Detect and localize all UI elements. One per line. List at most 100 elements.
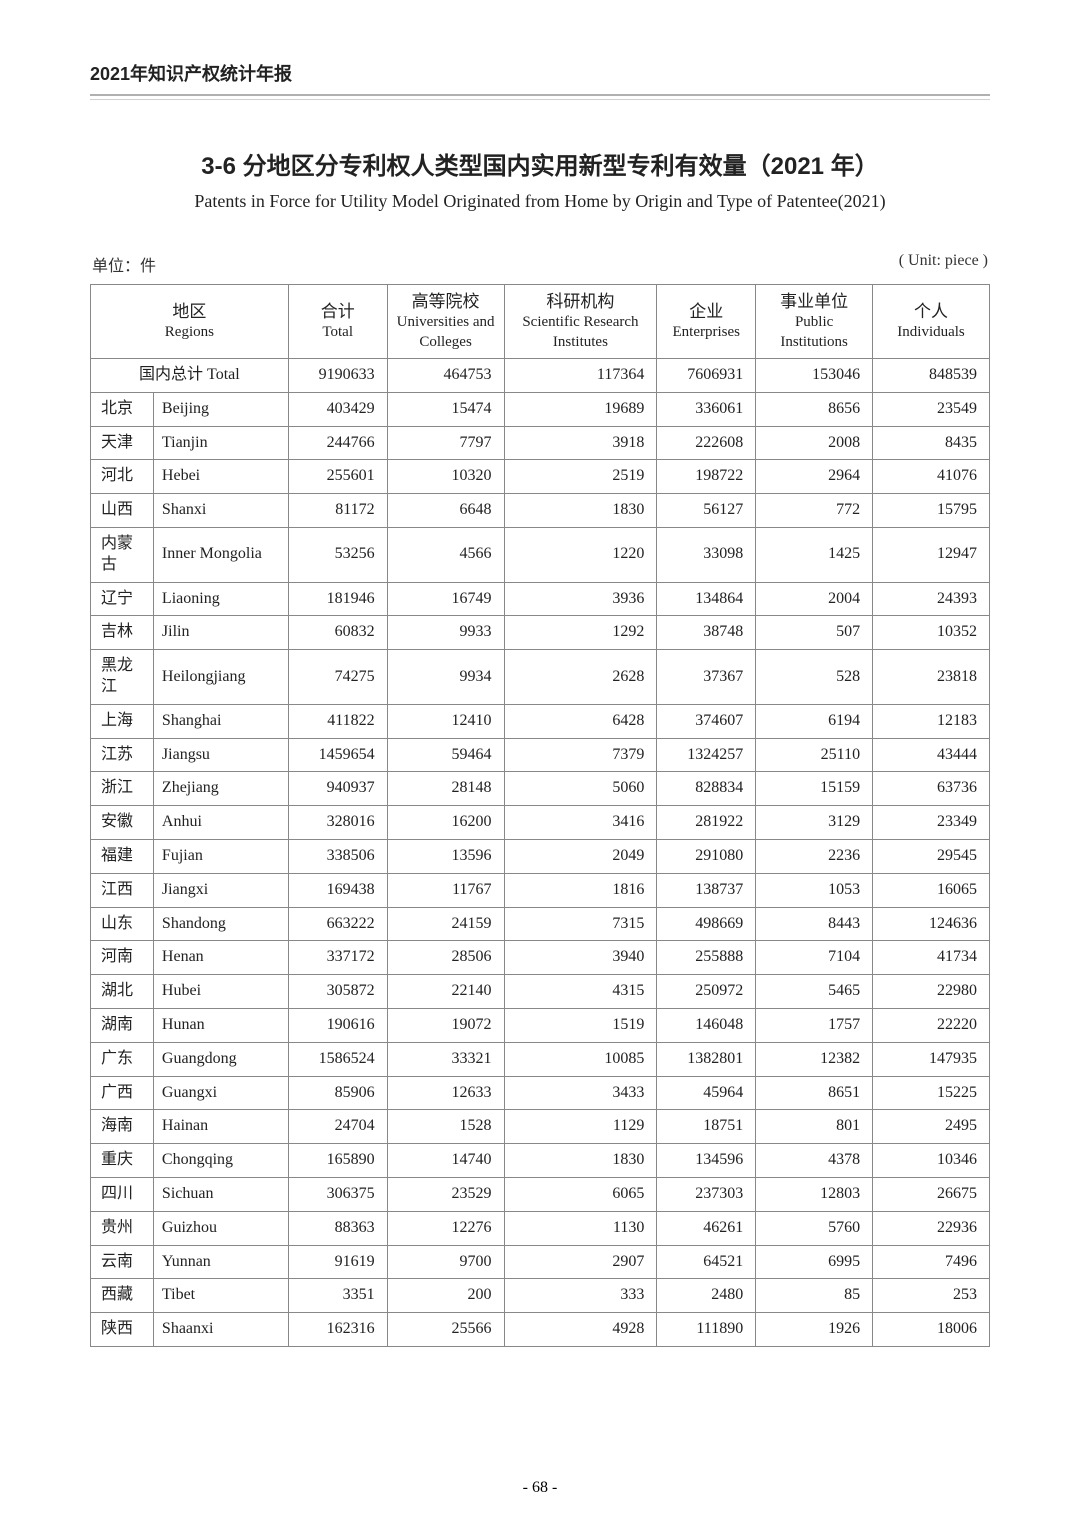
cell-ind: 147935: [873, 1042, 990, 1076]
table-row: 黑龙江Heilongjiang7427599342628373675282381…: [91, 650, 990, 705]
cell-ent: 291080: [657, 840, 756, 874]
cell-inst: 19689: [504, 392, 657, 426]
region-cn: 吉林: [91, 616, 154, 650]
cell-total: 1586524: [288, 1042, 387, 1076]
cell-ind: 10352: [873, 616, 990, 650]
table-row: 河南Henan337172285063940255888710441734: [91, 941, 990, 975]
col-ent-cn: 企业: [665, 301, 747, 323]
cell-ind: 12947: [873, 528, 990, 583]
cell-inst: 333: [504, 1279, 657, 1313]
table-row: 天津Tianjin2447667797391822260820088435: [91, 426, 990, 460]
col-univ-en: Universities and Colleges: [396, 313, 496, 352]
region-cn: 内蒙古: [91, 528, 154, 583]
cell-inst: 1129: [504, 1110, 657, 1144]
col-region-en: Regions: [99, 323, 280, 343]
region-cn: 上海: [91, 704, 154, 738]
col-total-cn: 合计: [297, 301, 379, 323]
region-en: Liaoning: [153, 582, 288, 616]
cell-pub: 1757: [756, 1009, 873, 1043]
cell-total: 338506: [288, 840, 387, 874]
region-en: Jilin: [153, 616, 288, 650]
cell-inst: 2907: [504, 1245, 657, 1279]
cell-pub: 25110: [756, 738, 873, 772]
table-row: 江西Jiangxi169438117671816138737105316065: [91, 873, 990, 907]
table-row: 北京Beijing4034291547419689336061865623549: [91, 392, 990, 426]
cell-ent: 255888: [657, 941, 756, 975]
cell-inst: 1220: [504, 528, 657, 583]
cell-total: 88363: [288, 1211, 387, 1245]
region-en: Tianjin: [153, 426, 288, 460]
cell-total: 3351: [288, 1279, 387, 1313]
cell-pub: 4378: [756, 1144, 873, 1178]
cell-total: 24704: [288, 1110, 387, 1144]
table-row: 重庆Chongqing16589014740183013459643781034…: [91, 1144, 990, 1178]
cell-ent: 134864: [657, 582, 756, 616]
cell-univ: 12633: [387, 1076, 504, 1110]
cell-univ: 24159: [387, 907, 504, 941]
region-en: Heilongjiang: [153, 650, 288, 705]
cell-pub: 7104: [756, 941, 873, 975]
cell-inst: 7315: [504, 907, 657, 941]
region-en: Hunan: [153, 1009, 288, 1043]
table-row: 内蒙古Inner Mongolia53256456612203309814251…: [91, 528, 990, 583]
region-cn: 陕西: [91, 1313, 154, 1347]
table-row: 湖南Hunan190616190721519146048175722220: [91, 1009, 990, 1043]
col-pub-cn: 事业单位: [764, 291, 864, 313]
table-head: 地区 Regions 合计 Total 高等院校 Universities an…: [91, 285, 990, 359]
cell-total: 306375: [288, 1178, 387, 1212]
cell-total: 165890: [288, 1144, 387, 1178]
col-pub-en: Public Institutions: [764, 313, 864, 352]
cell-pub: 6194: [756, 704, 873, 738]
cell-total: 81172: [288, 494, 387, 528]
cell-pub: 2964: [756, 460, 873, 494]
cell-ind: 41076: [873, 460, 990, 494]
table-row: 安徽Anhui328016162003416281922312923349: [91, 806, 990, 840]
col-inst: 科研机构 Scientific Research Institutes: [504, 285, 657, 359]
table-row: 福建Fujian338506135962049291080223629545: [91, 840, 990, 874]
region-en: Anhui: [153, 806, 288, 840]
cell-pub: 507: [756, 616, 873, 650]
cell-total: 1459654: [288, 738, 387, 772]
cell-ent: 146048: [657, 1009, 756, 1043]
cell-pub: 5760: [756, 1211, 873, 1245]
cell-pub: 1425: [756, 528, 873, 583]
cell-ent: 250972: [657, 975, 756, 1009]
cell-ind: 18006: [873, 1313, 990, 1347]
table-body: 国内总计 Total919063346475311736476069311530…: [91, 359, 990, 1347]
cell-pub: 1926: [756, 1313, 873, 1347]
cell-ind: 12183: [873, 704, 990, 738]
col-inst-en: Scientific Research Institutes: [513, 313, 649, 352]
region-en: Shandong: [153, 907, 288, 941]
cell-ent: 2480: [657, 1279, 756, 1313]
region-cn: 重庆: [91, 1144, 154, 1178]
cell-univ: 200: [387, 1279, 504, 1313]
col-region-cn: 地区: [99, 301, 280, 323]
cell-univ: 6648: [387, 494, 504, 528]
cell-total: 337172: [288, 941, 387, 975]
cell-inst: 2049: [504, 840, 657, 874]
table-row: 辽宁Liaoning181946167493936134864200424393: [91, 582, 990, 616]
cell-ind: 24393: [873, 582, 990, 616]
cell-total: 244766: [288, 426, 387, 460]
col-pub: 事业单位 Public Institutions: [756, 285, 873, 359]
region-cn: 北京: [91, 392, 154, 426]
cell-inst: 4315: [504, 975, 657, 1009]
cell-inst: 1519: [504, 1009, 657, 1043]
cell-ent: 134596: [657, 1144, 756, 1178]
table-row: 河北Hebei255601103202519198722296441076: [91, 460, 990, 494]
table-row: 山东Shandong663222241597315498669844312463…: [91, 907, 990, 941]
region-en: Jiangxi: [153, 873, 288, 907]
region-cn: 浙江: [91, 772, 154, 806]
region-cn: 湖北: [91, 975, 154, 1009]
cell-ind: 23549: [873, 392, 990, 426]
cell-ind: 124636: [873, 907, 990, 941]
cell-inst: 3416: [504, 806, 657, 840]
table-title-en: Patents in Force for Utility Model Origi…: [90, 191, 990, 212]
cell-ind: 26675: [873, 1178, 990, 1212]
table-row: 云南Yunnan91619970029076452169957496: [91, 1245, 990, 1279]
cell-pub: 528: [756, 650, 873, 705]
region-cn: 河北: [91, 460, 154, 494]
total-row: 国内总计 Total919063346475311736476069311530…: [91, 359, 990, 393]
cell-pub: 2004: [756, 582, 873, 616]
cell-inst: 5060: [504, 772, 657, 806]
